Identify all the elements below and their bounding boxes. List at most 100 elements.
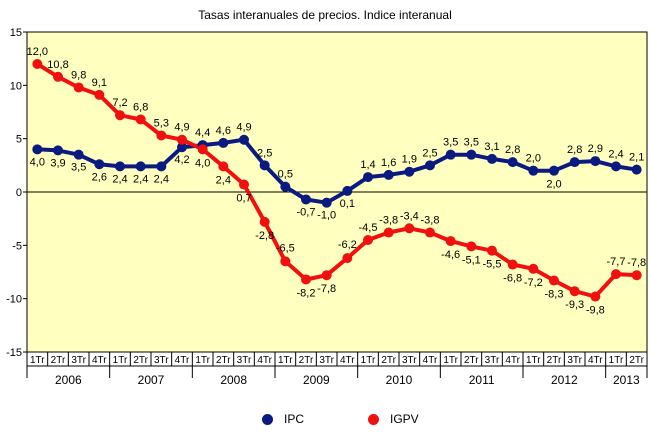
year-label: 2013: [613, 373, 640, 387]
ipc-data-label: 0,5: [278, 169, 293, 181]
igpv-data-label: -3,8: [421, 215, 440, 227]
ipc-data-label: 2,8: [505, 144, 520, 156]
ipc-data-label: 2,4: [133, 173, 148, 185]
ipc-point: [115, 161, 125, 172]
ipc-point: [156, 161, 167, 172]
ipc-point: [445, 149, 456, 160]
quarter-label: 4Tr: [340, 355, 355, 366]
ipc-data-label: -0,7: [297, 206, 316, 218]
igpv-data-label: -8,3: [545, 289, 564, 301]
y-tick-label: -5: [12, 240, 22, 252]
igpv-data-label: 10,8: [47, 59, 68, 71]
igpv-point: [53, 71, 63, 82]
ipc-point: [549, 165, 559, 176]
igpv-point: [218, 161, 229, 172]
ipc-data-label: 4,4: [195, 127, 210, 139]
igpv-point: [404, 223, 415, 234]
quarter-label: 4Tr: [588, 355, 603, 366]
igpv-point: [301, 274, 311, 285]
legend-marker-igpv: [368, 413, 379, 425]
igpv-point: [363, 235, 373, 245]
ipc-point: [425, 160, 435, 171]
ipc-data-label: 2,4: [112, 173, 127, 185]
igpv-data-label: 5,3: [154, 117, 169, 129]
igpv-data-label: -3,8: [379, 215, 398, 227]
y-tick-label: 5: [16, 134, 22, 146]
ipc-data-label: 4,9: [236, 122, 251, 134]
y-tick-label: 10: [10, 80, 22, 92]
igpv-point: [487, 245, 497, 256]
igpv-point: [445, 236, 456, 247]
igpv-data-label: -4,5: [359, 222, 378, 234]
quarter-label: 2Tr: [216, 355, 231, 366]
igpv-data-label: -6,2: [338, 239, 357, 251]
quarter-label: 3Tr: [237, 355, 252, 366]
ipc-data-label: 1,6: [381, 157, 396, 169]
quarter-label: 4Tr: [423, 355, 438, 366]
ipc-data-label: 2,6: [92, 171, 107, 183]
igpv-data-label: 6,8: [133, 101, 148, 113]
igpv-data-label: -9,8: [586, 305, 605, 317]
ipc-data-label: 1,4: [360, 159, 375, 171]
ipc-point: [590, 156, 601, 167]
igpv-data-label: -7,7: [607, 256, 626, 268]
quarter-label: 4Tr: [175, 355, 190, 366]
ipc-point: [239, 134, 249, 145]
ipc-data-label: 2,4: [608, 148, 623, 160]
igpv-data-label: -7,8: [627, 257, 646, 269]
igpv-data-label: -5,5: [483, 259, 502, 271]
ipc-point: [94, 159, 105, 170]
ipc-point: [404, 166, 415, 177]
ipc-data-label: 1,9: [402, 154, 417, 166]
quarter-label: 1Tr: [113, 355, 128, 366]
ipc-point: [177, 142, 187, 153]
igpv-point: [177, 134, 187, 145]
ipc-data-label: 2,5: [257, 147, 272, 159]
y-tick-label: 0: [16, 187, 22, 199]
igpv-point: [321, 270, 332, 281]
ipc-data-label: 2,5: [422, 147, 437, 159]
year-label: 2011: [469, 373, 495, 387]
igpv-point: [425, 227, 435, 238]
ipc-data-label: 2,1: [629, 152, 644, 164]
ipc-data-label: 3,5: [71, 162, 86, 174]
y-tick-label: 15: [10, 27, 22, 39]
igpv-point: [135, 114, 146, 125]
ipc-point: [631, 164, 642, 175]
ipc-point: [507, 157, 518, 168]
ipc-point: [569, 157, 580, 168]
ipc-point: [53, 145, 63, 156]
quarter-label: 2Tr: [464, 355, 479, 366]
ipc-point: [218, 137, 229, 148]
ipc-point: [301, 194, 311, 205]
igpv-data-label: 4,0: [195, 157, 210, 169]
ipc-data-label: 2,8: [567, 144, 582, 156]
quarter-label: 3Tr: [567, 355, 582, 366]
igpv-point: [549, 275, 559, 286]
quarter-label: 2Tr: [133, 355, 148, 366]
igpv-point: [280, 256, 291, 267]
ipc-data-label: -1,0: [317, 210, 336, 222]
ipc-point: [528, 165, 539, 176]
year-label: 2009: [303, 373, 330, 387]
legend-label-igpv: IGPV: [390, 412, 419, 426]
igpv-point: [156, 130, 167, 141]
quarter-label: 4Tr: [505, 355, 520, 366]
ipc-data-label: 4,2: [174, 154, 189, 166]
igpv-point: [115, 110, 125, 121]
igpv-point: [342, 253, 353, 264]
quarter-label: 3Tr: [319, 355, 334, 366]
igpv-point: [94, 89, 105, 100]
ipc-data-label: 4,6: [216, 125, 231, 137]
ipc-point: [321, 197, 332, 208]
ipc-data-label: 3,5: [464, 137, 479, 149]
igpv-point: [611, 269, 621, 280]
quarter-label: 4Tr: [92, 355, 107, 366]
quarter-label: 1Tr: [361, 355, 376, 366]
ipc-point: [135, 161, 146, 172]
igpv-point: [507, 259, 518, 270]
ipc-data-label: 2,0: [546, 179, 561, 191]
legend-label-ipc: IPC: [284, 412, 305, 426]
ipc-point: [342, 185, 353, 196]
year-label: 2008: [220, 373, 247, 387]
